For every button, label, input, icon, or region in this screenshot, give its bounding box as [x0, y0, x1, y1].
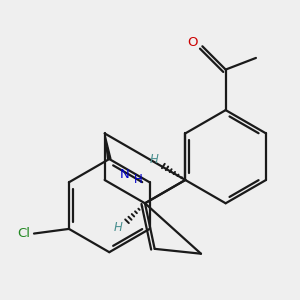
Text: H: H: [150, 154, 158, 166]
Text: Cl: Cl: [17, 227, 30, 240]
Text: H: H: [134, 173, 142, 187]
Polygon shape: [105, 134, 111, 159]
Text: O: O: [187, 36, 197, 49]
Text: N: N: [119, 168, 129, 181]
Text: H: H: [114, 221, 123, 235]
